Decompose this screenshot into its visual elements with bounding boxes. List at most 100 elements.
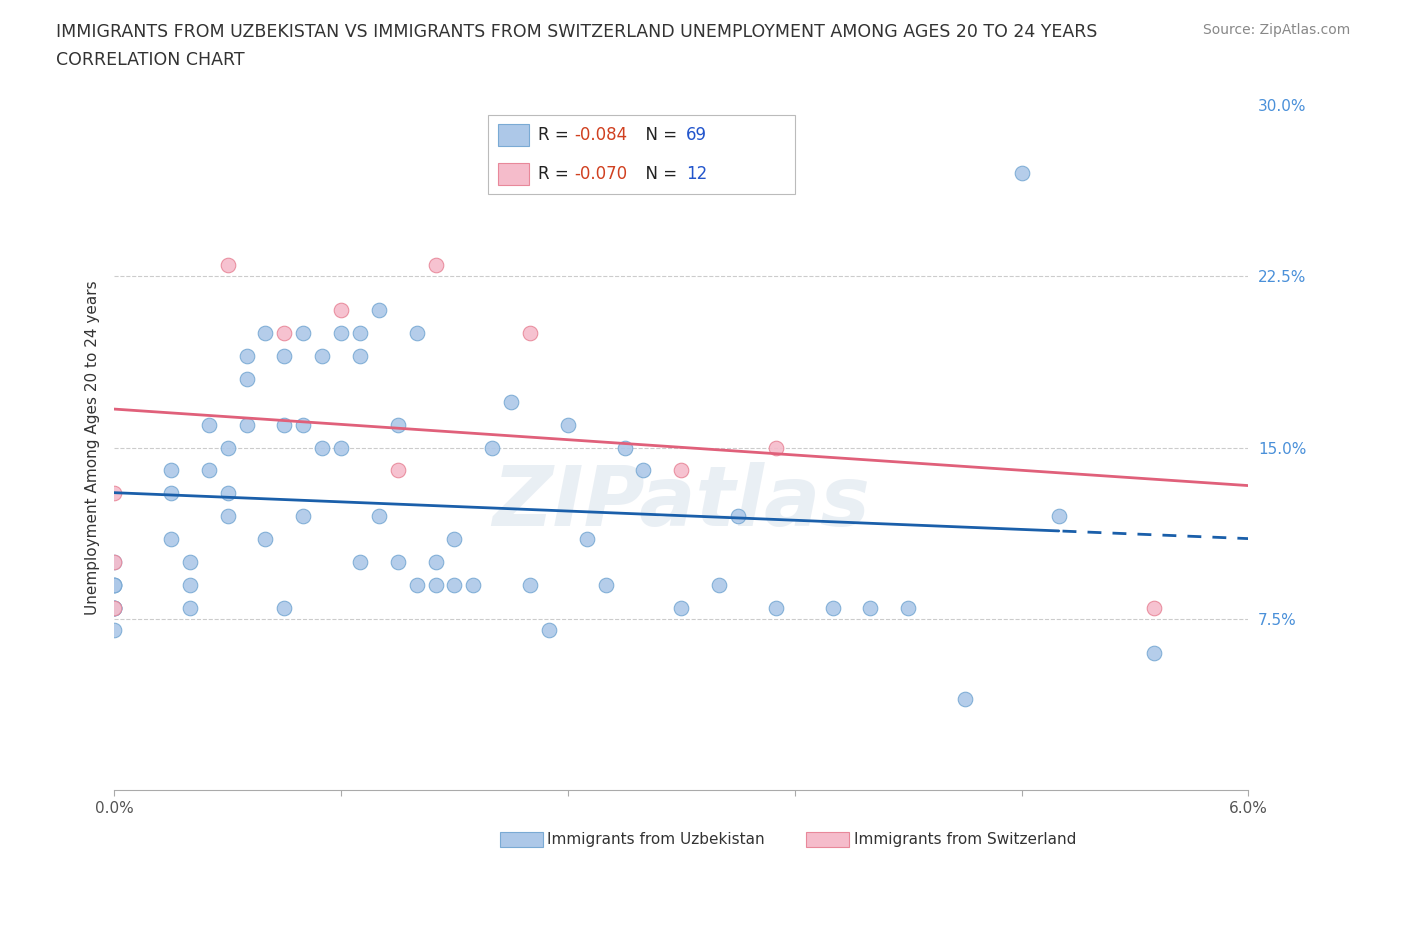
Point bbox=[179, 600, 201, 615]
FancyBboxPatch shape bbox=[498, 124, 529, 146]
Text: ZIPatlas: ZIPatlas bbox=[492, 462, 870, 543]
Point bbox=[1047, 509, 1070, 524]
Text: R =: R = bbox=[538, 166, 575, 183]
Point bbox=[367, 509, 389, 524]
Point bbox=[179, 578, 201, 592]
FancyBboxPatch shape bbox=[806, 832, 849, 847]
Point bbox=[179, 554, 201, 569]
Point bbox=[254, 326, 277, 340]
Point bbox=[330, 326, 353, 340]
Point bbox=[425, 578, 447, 592]
Point bbox=[273, 349, 295, 364]
Point bbox=[443, 578, 465, 592]
Point bbox=[367, 303, 389, 318]
Point bbox=[707, 578, 730, 592]
Point bbox=[1011, 166, 1033, 180]
Point bbox=[443, 532, 465, 547]
Point bbox=[387, 463, 409, 478]
Point bbox=[349, 349, 371, 364]
Point bbox=[1143, 600, 1166, 615]
Point bbox=[197, 463, 219, 478]
Point bbox=[821, 600, 844, 615]
Point bbox=[727, 509, 749, 524]
Text: 69: 69 bbox=[686, 126, 707, 144]
Point bbox=[103, 600, 125, 615]
Text: IMMIGRANTS FROM UZBEKISTAN VS IMMIGRANTS FROM SWITZERLAND UNEMPLOYMENT AMONG AGE: IMMIGRANTS FROM UZBEKISTAN VS IMMIGRANTS… bbox=[56, 23, 1098, 41]
Point bbox=[292, 418, 315, 432]
Text: Source: ZipAtlas.com: Source: ZipAtlas.com bbox=[1202, 23, 1350, 37]
Text: Immigrants from Uzbekistan: Immigrants from Uzbekistan bbox=[547, 832, 765, 847]
Point bbox=[519, 578, 541, 592]
Point bbox=[160, 463, 183, 478]
Point bbox=[103, 578, 125, 592]
Point bbox=[273, 600, 295, 615]
Point bbox=[859, 600, 882, 615]
Point bbox=[103, 554, 125, 569]
Text: Immigrants from Switzerland: Immigrants from Switzerland bbox=[853, 832, 1076, 847]
Text: -0.070: -0.070 bbox=[575, 166, 628, 183]
Point bbox=[103, 578, 125, 592]
Point bbox=[197, 418, 219, 432]
Point bbox=[235, 372, 257, 387]
Point bbox=[425, 258, 447, 272]
Point bbox=[633, 463, 655, 478]
Point bbox=[103, 600, 125, 615]
Text: R =: R = bbox=[538, 126, 575, 144]
Text: 12: 12 bbox=[686, 166, 707, 183]
Point bbox=[273, 326, 295, 340]
Y-axis label: Unemployment Among Ages 20 to 24 years: Unemployment Among Ages 20 to 24 years bbox=[86, 280, 100, 615]
Point bbox=[501, 394, 523, 409]
Point bbox=[671, 600, 693, 615]
Point bbox=[160, 485, 183, 500]
Text: N =: N = bbox=[634, 166, 682, 183]
Point bbox=[387, 554, 409, 569]
Point bbox=[537, 623, 560, 638]
Point bbox=[311, 440, 333, 455]
Point bbox=[330, 303, 353, 318]
Point bbox=[463, 578, 485, 592]
Point bbox=[254, 532, 277, 547]
Point bbox=[103, 554, 125, 569]
Point bbox=[330, 440, 353, 455]
Point bbox=[519, 326, 541, 340]
Point bbox=[481, 440, 503, 455]
Text: CORRELATION CHART: CORRELATION CHART bbox=[56, 51, 245, 69]
Point bbox=[575, 532, 598, 547]
Point bbox=[217, 485, 239, 500]
Point bbox=[273, 418, 295, 432]
Point bbox=[765, 600, 787, 615]
Point bbox=[292, 509, 315, 524]
Point bbox=[103, 600, 125, 615]
Point bbox=[311, 349, 333, 364]
Point bbox=[349, 554, 371, 569]
Point bbox=[103, 600, 125, 615]
Point bbox=[557, 418, 579, 432]
Point bbox=[425, 554, 447, 569]
FancyBboxPatch shape bbox=[498, 164, 529, 185]
Point bbox=[405, 578, 427, 592]
Point bbox=[405, 326, 427, 340]
Point bbox=[235, 418, 257, 432]
Point bbox=[671, 463, 693, 478]
FancyBboxPatch shape bbox=[499, 832, 543, 847]
Point bbox=[103, 485, 125, 500]
Point bbox=[765, 440, 787, 455]
Point bbox=[217, 258, 239, 272]
Point bbox=[349, 326, 371, 340]
Point bbox=[613, 440, 636, 455]
Point bbox=[235, 349, 257, 364]
Text: N =: N = bbox=[634, 126, 682, 144]
Point bbox=[103, 600, 125, 615]
Point bbox=[103, 578, 125, 592]
Point bbox=[160, 532, 183, 547]
Point bbox=[953, 692, 976, 707]
Point bbox=[595, 578, 617, 592]
Point bbox=[897, 600, 920, 615]
Point bbox=[217, 440, 239, 455]
Text: -0.084: -0.084 bbox=[575, 126, 628, 144]
Point bbox=[387, 418, 409, 432]
Point bbox=[1143, 645, 1166, 660]
Point bbox=[217, 509, 239, 524]
FancyBboxPatch shape bbox=[488, 115, 794, 193]
Point bbox=[103, 623, 125, 638]
